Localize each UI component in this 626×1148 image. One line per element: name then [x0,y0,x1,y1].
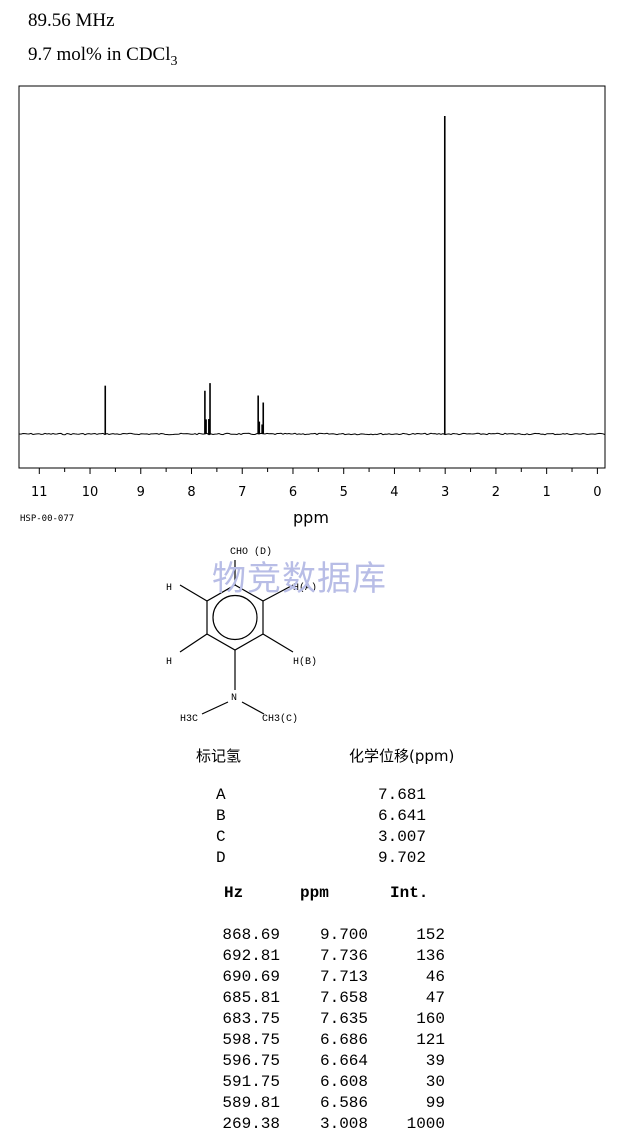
x-tick-label: 8 [187,485,195,500]
assignment-label: B [216,807,226,825]
x-tick-label: 0 [593,485,601,500]
watermark: 物竞数据库 [212,559,387,599]
assignment-shift: 7.681 [377,786,426,804]
bond-hb [262,633,294,653]
assignment-row: A 7.681 [216,786,446,807]
assignment-row: B 6.641 [216,807,446,828]
peak-row: 596.75 6.664 39 [214,1052,454,1073]
peak-ppm: 6.608 [319,1073,368,1091]
peak-hz: 685.81 [222,989,280,1007]
peak-ppm: 7.635 [319,1010,368,1028]
peak-hz: 589.81 [222,1094,280,1112]
peak-int: 39 [425,1052,445,1070]
assignment-shift: 3.007 [377,828,426,846]
peak-ppm: 7.713 [319,968,368,986]
label-h-top-left: H [166,583,172,594]
label-hb: H(B) [293,656,317,668]
assignment-header-shift: 化学位移(ppm) [349,747,455,765]
peak-ppm: 6.664 [319,1052,368,1070]
peak-int: 136 [416,947,445,965]
x-tick-label: 4 [390,485,398,500]
label-methyl-left: H3C [180,714,198,725]
assignment-label: C [216,828,226,846]
x-axis-label: ppm [293,508,329,527]
nmr-spectrum-chart: 11 10 9 8 7 6 5 4 3 2 1 0 [18,85,606,500]
label-h-bottom-left: H [166,657,172,668]
x-tick-label: 6 [289,485,297,500]
assignment-shift: 6.641 [377,807,426,825]
peak-row: 690.69 7.713 46 [214,968,454,989]
spectrum-peaks [104,116,446,434]
x-tick-label: 9 [137,485,145,500]
spectrum-code: HSP-00-077 [20,514,75,524]
peak-header-hz: Hz [224,884,244,902]
spectrometer-frequency: 89.56 MHz [28,10,115,31]
peak-row: 269.38 3.008 1000 [214,1115,454,1136]
peak-row: 868.69 9.700 152 [214,926,454,947]
peak-hz: 868.69 [222,926,280,944]
x-tick-label: 2 [492,485,500,500]
label-n: N [231,693,237,704]
assignment-label: D [216,849,226,867]
peak-header-int: Int. [390,884,429,902]
x-tick-label: 11 [31,485,48,500]
label-ha: H(A) [293,582,317,594]
x-tick-label: 1 [543,485,551,500]
x-tick-label: 10 [82,485,99,500]
peak-hz: 596.75 [222,1052,280,1070]
peak-ppm: 6.686 [319,1031,368,1049]
assignment-header-label: 标记氢 [196,747,242,765]
peak-ppm: 9.700 [319,926,368,944]
peak-int: 30 [425,1073,445,1091]
bond-ha [262,584,294,602]
peak-hz: 690.69 [222,968,280,986]
label-methyl-right: CH3(C) [262,713,298,725]
peak-row: 685.81 7.658 47 [214,989,454,1010]
peak-ppm: 7.658 [319,989,368,1007]
bond-methyl-right [241,701,265,715]
peak-int: 46 [425,968,445,986]
peak-hz: 269.38 [222,1115,280,1133]
label-cho: CHO (D) [230,546,272,558]
x-tick-label: 5 [340,485,348,500]
peak-hz: 683.75 [222,1010,280,1028]
spectrum-trace [18,432,606,436]
peak-row: 598.75 6.686 121 [214,1031,454,1052]
peak-hz: 692.81 [222,947,280,965]
x-axis: 11 10 9 8 7 6 5 4 3 2 1 0 [31,468,602,500]
sample-solvent: 9.7 mol% in CDCl3 [28,44,178,70]
x-tick-label: 3 [441,485,449,500]
assignment-shift: 9.702 [377,849,426,867]
solvent-subscript: 3 [170,53,178,69]
peak-int: 121 [416,1031,445,1049]
peak-row: 591.75 6.608 30 [214,1073,454,1094]
assignment-row: D 9.702 [216,849,446,870]
peak-int: 152 [416,926,445,944]
bond-h-top-left [179,584,208,602]
peak-ppm: 6.586 [319,1094,368,1112]
peak-hz: 598.75 [222,1031,280,1049]
molecule-structure: CHO (D) H(A) H(B) H H N H3C CH3(C) [166,546,317,725]
peak-ppm: 7.736 [319,947,368,965]
bond-h-bottom-left [179,633,208,653]
peak-row: 683.75 7.635 160 [214,1010,454,1031]
bond-methyl-left [201,701,229,715]
plot-frame [18,85,606,469]
peak-int: 1000 [406,1115,445,1133]
aromatic-circle [212,594,258,641]
solvent-text: 9.7 mol% in CDCl [28,44,171,65]
peak-ppm: 3.008 [319,1115,368,1133]
peak-header-ppm: ppm [300,884,329,902]
peak-int: 160 [416,1010,445,1028]
peak-int: 99 [425,1094,445,1112]
peak-row: 589.81 6.586 99 [214,1094,454,1115]
assignment-label: A [216,786,226,804]
x-tick-label: 7 [238,485,246,500]
peak-int: 47 [425,989,445,1007]
peak-hz: 591.75 [222,1073,280,1091]
peak-row: 692.81 7.736 136 [214,947,454,968]
assignment-row: C 3.007 [216,828,446,849]
